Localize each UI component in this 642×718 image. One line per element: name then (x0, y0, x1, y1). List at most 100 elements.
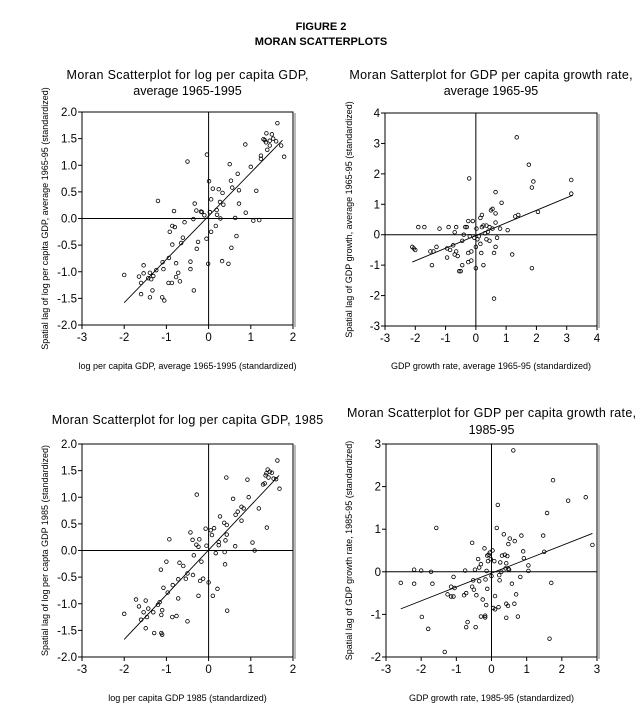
data-point (160, 259, 165, 265)
x-tick-label: 2 (290, 664, 296, 676)
chart-title-line: average 1965-1995 (133, 84, 241, 98)
scatterplot-panel-3: Moran Scatterplot for log per capita GDP… (40, 413, 323, 703)
data-point (210, 186, 216, 191)
x-tick-label: -2 (119, 664, 129, 676)
data-point (177, 279, 183, 284)
y-axis-label: Spatial lag of GDP growth rate, 1985-95 … (344, 441, 354, 660)
data-point (196, 544, 201, 549)
x-tick-label: 3 (564, 333, 570, 345)
data-point (217, 514, 223, 519)
data-point (476, 565, 482, 570)
data-point (254, 188, 259, 194)
data-point (483, 577, 488, 582)
data-point (161, 585, 166, 590)
data-point (235, 171, 240, 176)
data-point (190, 537, 195, 543)
y-tick-label: 0.5 (61, 187, 77, 199)
data-point (445, 592, 450, 597)
y-tick-label: 2.0 (61, 107, 77, 119)
data-point (267, 138, 272, 143)
data-point (171, 208, 177, 214)
data-point (429, 262, 435, 268)
data-point (194, 208, 199, 213)
data-point (452, 585, 457, 591)
data-point (271, 476, 276, 481)
x-tick-label: -3 (77, 332, 87, 344)
data-point (494, 235, 500, 240)
x-tick-label: -3 (381, 664, 391, 676)
data-point (491, 296, 497, 301)
data-point (422, 224, 427, 230)
data-point (170, 223, 175, 229)
data-point (434, 244, 439, 250)
data-point (518, 574, 523, 580)
data-point (170, 614, 175, 620)
data-point (257, 217, 262, 223)
data-point (493, 220, 498, 225)
y-tick-label: -2 (371, 652, 381, 664)
data-point (419, 614, 425, 620)
y-tick-label: -1.0 (57, 267, 77, 279)
y-axis-label: Spatial lag of log per capta GDP 1985 (s… (40, 445, 50, 656)
data-point (170, 242, 175, 247)
data-point (514, 135, 519, 140)
data-point (499, 553, 505, 558)
data-point (515, 614, 521, 619)
data-point (411, 581, 417, 586)
data-point (529, 265, 535, 271)
data-point (246, 495, 251, 500)
data-point (476, 578, 482, 584)
data-point (437, 226, 442, 231)
data-point (465, 619, 470, 625)
data-point (565, 498, 571, 503)
data-point (486, 552, 491, 557)
x-tick-label: 3 (594, 664, 600, 676)
data-point (495, 502, 501, 508)
data-point (195, 239, 201, 245)
data-point (466, 176, 472, 181)
data-point (510, 252, 515, 257)
data-point (447, 247, 453, 253)
data-point (411, 567, 417, 572)
data-point (428, 249, 433, 254)
data-point (505, 553, 510, 559)
data-point (141, 610, 146, 615)
y-tick-label: 2.0 (61, 439, 77, 451)
data-point (497, 578, 502, 583)
x-tick-label: -3 (380, 333, 390, 345)
data-point (203, 526, 208, 531)
data-point (226, 261, 231, 266)
chart-title-line: Moran Satterplot for GDP per capita grow… (349, 68, 632, 82)
data-point (147, 295, 153, 300)
data-point (535, 209, 541, 215)
data-point (194, 492, 199, 497)
data-point (182, 220, 187, 225)
y-tick-label: 1.5 (61, 134, 77, 146)
data-point (217, 199, 223, 205)
x-tick-label: -1 (161, 664, 171, 676)
data-point (224, 522, 229, 528)
x-tick-label: 0 (205, 332, 211, 344)
data-point (492, 558, 497, 564)
data-point (214, 212, 220, 217)
data-point (144, 614, 150, 620)
data-point (451, 594, 456, 599)
data-point (264, 131, 269, 136)
data-point (219, 258, 225, 264)
data-point (281, 154, 287, 159)
data-point (208, 229, 214, 235)
data-point (481, 262, 486, 268)
y-tick-label: 1.0 (61, 160, 77, 172)
data-point (470, 218, 476, 224)
y-axis-label: Spatial lag of log per capita GDP, avera… (40, 87, 50, 350)
data-point (264, 525, 270, 530)
data-point (230, 185, 235, 190)
data-point (207, 209, 213, 215)
scatterplot-panel-4: Moran Scatterplot for GDP per capita gro… (344, 406, 636, 703)
data-point (269, 470, 275, 475)
data-point (188, 259, 193, 264)
y-tick-label: -1.5 (57, 293, 77, 305)
y-tick-label: -2 (370, 291, 380, 303)
data-point (239, 518, 244, 523)
data-point (529, 185, 535, 190)
